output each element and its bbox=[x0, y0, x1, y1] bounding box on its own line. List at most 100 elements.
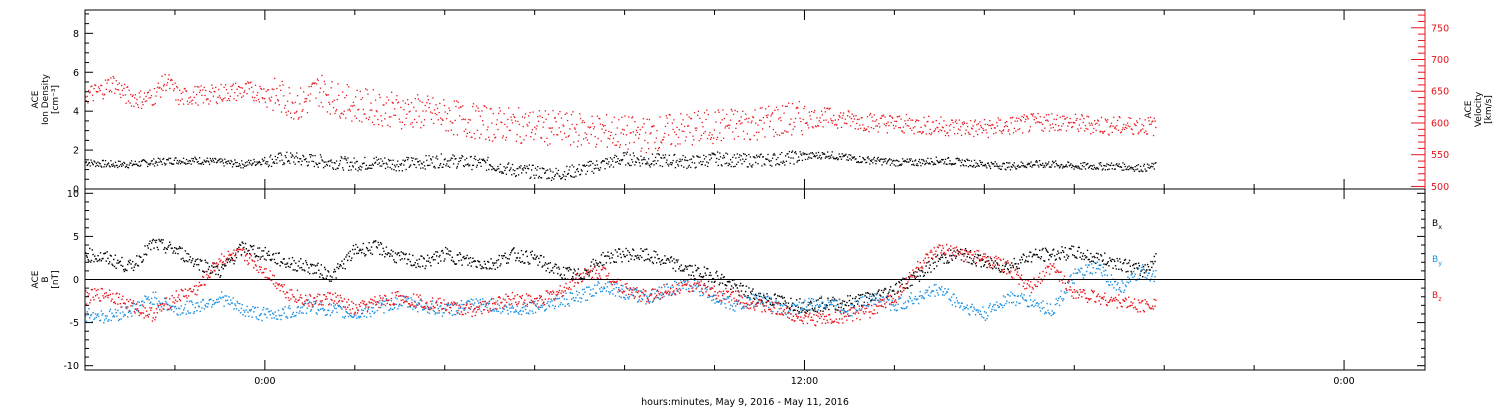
data-point-bx bbox=[1065, 259, 1067, 261]
data-point bbox=[237, 165, 240, 167]
data-point bbox=[188, 162, 190, 165]
data-point-by bbox=[454, 313, 457, 316]
data-point bbox=[946, 163, 948, 166]
data-point bbox=[803, 107, 805, 110]
data-point bbox=[443, 99, 445, 101]
data-point bbox=[298, 161, 300, 163]
data-point bbox=[160, 161, 163, 163]
data-point bbox=[848, 111, 850, 113]
data-point-bx bbox=[454, 263, 456, 265]
data-point bbox=[385, 102, 387, 104]
data-point bbox=[555, 121, 557, 123]
data-point bbox=[394, 166, 397, 168]
data-point bbox=[599, 118, 601, 120]
data-point-by bbox=[594, 284, 596, 286]
data-point-bx bbox=[726, 280, 729, 283]
data-point bbox=[709, 154, 712, 156]
data-point-by bbox=[743, 307, 745, 309]
data-point bbox=[1152, 166, 1154, 168]
data-point-bx bbox=[876, 292, 879, 294]
data-point-by bbox=[590, 289, 592, 291]
data-point bbox=[156, 86, 159, 88]
data-point-by bbox=[602, 288, 604, 290]
data-point-by bbox=[146, 298, 149, 300]
data-point bbox=[636, 131, 638, 134]
data-point bbox=[1002, 163, 1004, 165]
data-point bbox=[921, 158, 923, 161]
data-point-by bbox=[808, 297, 810, 300]
data-point bbox=[111, 165, 114, 168]
data-point bbox=[201, 162, 203, 164]
data-point-bx bbox=[647, 253, 650, 256]
data-point-bx bbox=[346, 259, 349, 262]
data-point-bx bbox=[324, 268, 327, 271]
data-point-bx bbox=[1039, 258, 1042, 260]
data-point-bx bbox=[1061, 246, 1063, 248]
data-point bbox=[751, 166, 753, 168]
data-point bbox=[882, 161, 885, 163]
data-point bbox=[883, 158, 885, 160]
data-point bbox=[437, 167, 439, 169]
data-point bbox=[132, 94, 134, 96]
data-point bbox=[241, 96, 243, 98]
data-point-bx bbox=[693, 275, 695, 277]
data-point bbox=[976, 133, 979, 136]
data-point-by bbox=[647, 300, 650, 303]
data-point-by bbox=[279, 314, 281, 317]
data-point bbox=[760, 119, 762, 122]
data-point-by bbox=[578, 291, 580, 294]
data-point bbox=[252, 162, 254, 164]
data-point-bx bbox=[125, 269, 127, 271]
data-point bbox=[670, 164, 673, 166]
data-point-bx bbox=[729, 281, 731, 283]
data-point bbox=[972, 166, 974, 168]
data-point-bx bbox=[431, 256, 433, 259]
data-point bbox=[539, 167, 541, 170]
data-point-bx bbox=[798, 311, 800, 313]
data-point bbox=[239, 164, 241, 167]
data-point bbox=[596, 143, 598, 145]
data-point bbox=[166, 84, 168, 86]
data-point bbox=[1023, 114, 1025, 116]
data-point bbox=[1129, 117, 1132, 120]
data-point-bx bbox=[1048, 258, 1050, 261]
data-point bbox=[701, 121, 703, 124]
data-point bbox=[1130, 166, 1133, 168]
data-point bbox=[884, 160, 886, 162]
data-point-bx bbox=[1036, 254, 1038, 256]
data-point-bx bbox=[610, 252, 613, 254]
data-point-bx bbox=[593, 263, 595, 265]
data-point bbox=[492, 167, 495, 170]
data-point bbox=[1041, 129, 1043, 131]
data-point-bx bbox=[522, 253, 524, 256]
data-point-by bbox=[520, 313, 523, 316]
data-point-by bbox=[260, 313, 262, 315]
data-point bbox=[607, 163, 609, 165]
data-point-bx bbox=[161, 242, 164, 244]
data-point-by bbox=[209, 298, 211, 301]
data-point bbox=[621, 159, 623, 162]
data-point-bx bbox=[1000, 271, 1002, 273]
data-point-bx bbox=[794, 309, 796, 311]
data-point bbox=[928, 162, 931, 164]
data-point bbox=[841, 117, 843, 119]
data-point-by bbox=[534, 300, 536, 303]
data-point-by bbox=[376, 309, 379, 312]
data-point bbox=[936, 159, 938, 162]
data-point-bx bbox=[1044, 247, 1047, 249]
data-point bbox=[976, 165, 978, 167]
data-point bbox=[351, 120, 353, 122]
data-point bbox=[335, 108, 338, 111]
data-point bbox=[877, 131, 879, 133]
data-point-by bbox=[753, 294, 756, 297]
data-point-by bbox=[357, 315, 360, 318]
data-point-by bbox=[573, 300, 575, 302]
data-point bbox=[569, 175, 572, 177]
data-point-by bbox=[715, 298, 717, 300]
data-point-bx bbox=[368, 242, 370, 244]
data-point bbox=[579, 173, 582, 176]
data-point bbox=[439, 117, 442, 119]
data-point-bx bbox=[164, 252, 167, 254]
data-point-by bbox=[398, 305, 400, 307]
data-point bbox=[369, 167, 371, 170]
